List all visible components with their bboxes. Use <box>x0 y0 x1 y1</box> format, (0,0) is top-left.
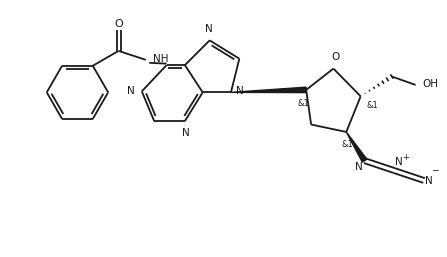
Text: N: N <box>127 86 135 96</box>
Text: O: O <box>332 52 340 62</box>
Text: N: N <box>181 127 189 137</box>
Text: +: + <box>402 153 409 162</box>
Text: O: O <box>114 19 123 29</box>
Text: N: N <box>236 86 244 96</box>
Text: N: N <box>425 176 433 186</box>
Text: N: N <box>355 162 363 172</box>
Text: −: − <box>431 166 439 175</box>
Text: OH: OH <box>422 79 438 89</box>
Text: &1: &1 <box>342 140 353 149</box>
Text: NH: NH <box>153 54 168 64</box>
Text: &1: &1 <box>367 101 378 110</box>
Text: N: N <box>395 157 403 167</box>
Polygon shape <box>346 132 367 162</box>
Text: &1: &1 <box>298 99 310 108</box>
Text: N: N <box>205 24 212 34</box>
Polygon shape <box>231 87 306 93</box>
